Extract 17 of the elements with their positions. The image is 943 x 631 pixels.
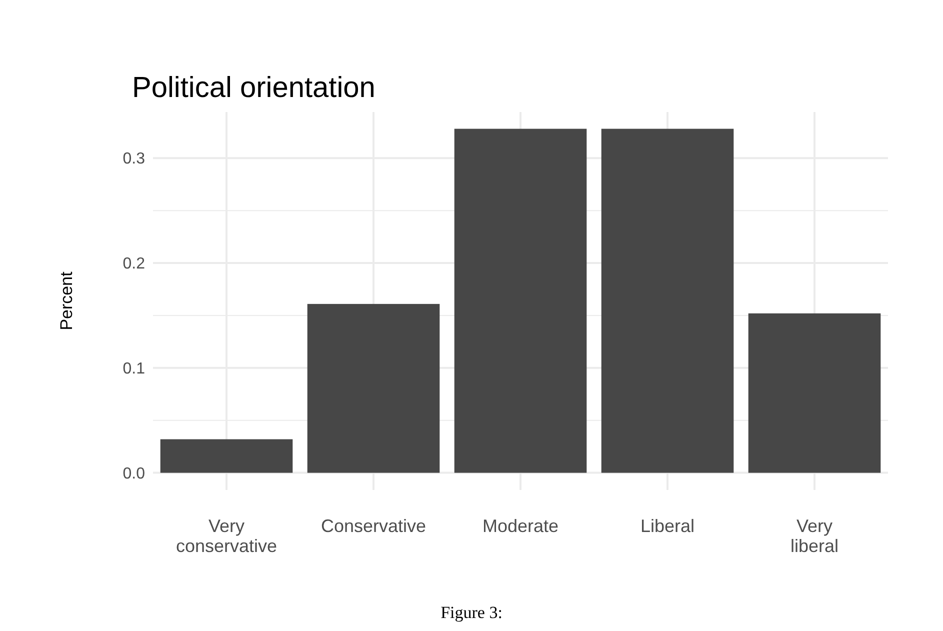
y-tick-label: 0.0 <box>122 465 146 482</box>
y-axis-title: Percent <box>57 271 76 330</box>
bar <box>748 313 881 473</box>
y-tick-label: 0.3 <box>122 150 146 168</box>
bar <box>601 128 734 473</box>
y-tick-label: 0.2 <box>122 256 146 273</box>
x-tick-label: Very liberal <box>790 516 839 556</box>
x-tick-label: Very conservative <box>176 516 278 556</box>
bar <box>307 304 440 473</box>
caption: Figure 3: <box>440 603 502 622</box>
x-tick-label: Liberal <box>640 516 695 536</box>
x-tick-label: Conservative <box>320 516 426 536</box>
bar <box>454 128 587 473</box>
chart-title: Political orientation <box>132 72 376 104</box>
y-tick-label: 0.1 <box>122 360 146 378</box>
x-tick-label: Moderate <box>482 516 559 536</box>
bar <box>160 439 293 473</box>
